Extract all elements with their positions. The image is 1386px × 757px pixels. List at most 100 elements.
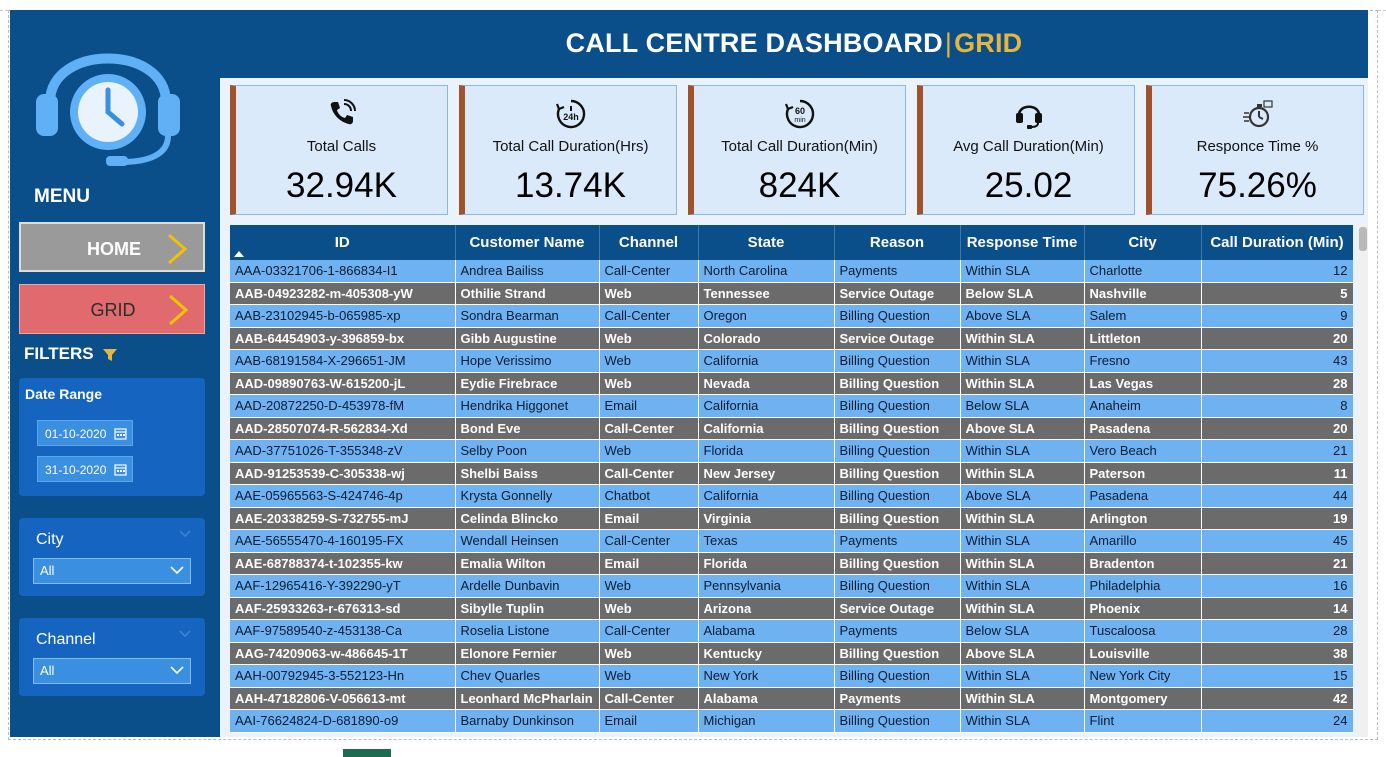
table-row[interactable]: AAD-91253539-C-305338-wj Shelbi Baiss Call… <box>230 462 1353 485</box>
table-row[interactable]: AAB-23102945-b-065985-xp Sondra Bearman Ca… <box>230 304 1353 328</box>
table-cell: Fresno <box>1084 349 1202 373</box>
table-row[interactable]: AAB-68191584-X-296651-JM Hope Verissimo We… <box>230 349 1353 373</box>
table-row[interactable]: AAF-25933263-r-676313-sd Sibylle Tuplin We… <box>230 597 1353 620</box>
table-scrollbar[interactable] <box>1358 225 1368 737</box>
table-cell: Kentucky <box>698 642 835 665</box>
table-header-row: ID Customer Name Channel State Reason Re… <box>230 225 1353 260</box>
table-cell: Nevada <box>698 372 835 395</box>
table-cell: Selby Poon <box>455 439 600 463</box>
calendar-icon[interactable] <box>114 427 127 440</box>
filters-heading: FILTERS <box>24 344 118 364</box>
table-row[interactable]: AAB-64454903-y-396859-bx Gibb Augustine We… <box>230 327 1353 350</box>
table-cell: Billing Question <box>834 664 961 688</box>
end-date-value: 31-10-2020 <box>45 463 107 477</box>
column-header-response-time[interactable]: Response Time <box>960 225 1085 260</box>
table-cell: 21 <box>1201 439 1353 463</box>
table-cell: Call-Center <box>599 529 699 553</box>
table-row[interactable]: AAH-47182806-V-056613-mt Leonhard McPharl… <box>230 687 1353 710</box>
end-date-input[interactable]: 31-10-2020 <box>37 456 133 482</box>
table-row[interactable]: AAA-03321706-1-866834-I1 Andrea Bailiss Ca… <box>230 260 1353 283</box>
table-row[interactable]: AAH-00792945-3-552123-Hn Chev Quarles Web N… <box>230 664 1353 688</box>
column-header-city[interactable]: City <box>1084 225 1202 260</box>
table-cell: Bond Eve <box>455 417 600 440</box>
table-cell: Gibb Augustine <box>455 327 600 350</box>
grid-nav-button[interactable]: GRID <box>19 284 205 334</box>
start-date-input[interactable]: 01-10-2020 <box>37 420 133 446</box>
page-tab-indicator[interactable] <box>343 749 391 757</box>
column-header-label: Channel <box>618 234 679 251</box>
table-cell: Billing Question <box>834 349 961 373</box>
table-cell: Elonore Fernier <box>455 642 600 665</box>
table-row[interactable]: AAE-05965563-S-424746-4p Krysta Gonnelly C… <box>230 484 1353 508</box>
headset-icon <box>1015 105 1042 129</box>
table-cell: Las Vegas <box>1084 372 1202 395</box>
table-cell: Paterson <box>1084 462 1202 485</box>
table-cell: Alabama <box>698 687 835 710</box>
table-cell: 8 <box>1201 394 1353 418</box>
kpi-label: Responce Time % <box>1196 138 1319 155</box>
table-cell: New Jersey <box>698 462 835 485</box>
table-cell: Salem <box>1084 304 1202 328</box>
table-cell: Call-Center <box>599 304 699 328</box>
table-cell: AAD-28507074-R-562834-Xd <box>230 417 456 440</box>
table-cell: AAE-20338259-S-732755-mJ <box>230 507 456 530</box>
table-row[interactable]: AAG-74209063-w-486645-1T Elonore Fernier W… <box>230 642 1353 665</box>
table-cell: Celinda Blincko <box>455 507 600 530</box>
table-cell: AAE-68788374-t-102355-kw <box>230 552 456 575</box>
table-cell: Payments <box>834 529 961 553</box>
column-header-reason[interactable]: Reason <box>834 225 961 260</box>
city-dropdown[interactable]: All <box>33 558 191 584</box>
table-cell: Web <box>599 642 699 665</box>
table-row[interactable]: AAE-68788374-t-102355-kw Emalia Wilton Ema… <box>230 552 1353 575</box>
table-cell: Call-Center <box>599 619 699 643</box>
home-nav-button[interactable]: HOME <box>19 222 205 272</box>
scrollbar-thumb[interactable] <box>1359 227 1367 251</box>
svg-text:24h: 24h <box>563 112 579 122</box>
stopwatch-icon <box>1242 100 1273 128</box>
table-row[interactable]: AAD-20872250-D-453978-fM Hendrika Higgone… <box>230 394 1353 418</box>
table-row[interactable]: AAB-04923282-m-405308-yW Othilie Strand We… <box>230 282 1353 305</box>
table-row[interactable]: AAE-56555470-4-160195-FX Wendall Heinsen C… <box>230 529 1353 553</box>
start-date-value: 01-10-2020 <box>45 427 107 441</box>
table-cell: California <box>698 394 835 418</box>
column-header-channel[interactable]: Channel <box>599 225 699 260</box>
table-row[interactable]: AAF-97589540-z-453138-Ca Roselia Listone C… <box>230 619 1353 643</box>
table-cell: Within SLA <box>960 597 1085 620</box>
table-cell: Billing Question <box>834 439 961 463</box>
table-cell: Within SLA <box>960 709 1085 733</box>
table-cell: Ardelle Dunbavin <box>455 574 600 598</box>
table-cell: 45 <box>1201 529 1353 553</box>
calendar-icon[interactable] <box>114 463 127 476</box>
table-cell: AAF-25933263-r-676313-sd <box>230 597 456 620</box>
column-header-call-duration[interactable]: Call Duration (Min) <box>1201 225 1353 260</box>
table-cell: 11 <box>1201 462 1353 485</box>
table-cell: Within SLA <box>960 529 1085 553</box>
calls-grid: ID Customer Name Channel State Reason Re… <box>230 225 1353 733</box>
channel-dropdown[interactable]: All <box>33 658 191 684</box>
grid-nav-label: GRID <box>90 300 136 320</box>
table-cell: California <box>698 417 835 440</box>
column-header-label: Call Duration (Min) <box>1210 234 1344 251</box>
table-cell: AAB-68191584-X-296651-JM <box>230 349 456 373</box>
column-header-state[interactable]: State <box>698 225 835 260</box>
table-row[interactable]: AAI-76624824-D-681890-o9 Barnaby Dunkinso… <box>230 709 1353 733</box>
column-header-customer-name[interactable]: Customer Name <box>455 225 600 260</box>
table-cell: Hope Verissimo <box>455 349 600 373</box>
table-cell: Chatbot <box>599 484 699 508</box>
table-cell: Billing Question <box>834 304 961 328</box>
sort-ascending-icon <box>234 251 244 257</box>
table-cell: Above SLA <box>960 417 1085 440</box>
kpi-label: Total Call Duration(Min) <box>721 138 878 155</box>
table-row[interactable]: AAD-28507074-R-562834-Xd Bond Eve Call-Cen… <box>230 417 1353 440</box>
table-cell: Within SLA <box>960 687 1085 710</box>
table-row[interactable]: AAF-12965416-Y-392290-yT Ardelle Dunbavin… <box>230 574 1353 598</box>
table-cell: 20 <box>1201 327 1353 350</box>
table-row[interactable]: AAD-09890763-W-615200-jL Eydie Firebrace W… <box>230 372 1353 395</box>
dashboard-title: CALL CENTRE DASHBOARD|GRID <box>220 28 1368 59</box>
table-row[interactable]: AAE-20338259-S-732755-mJ Celinda Blincko E… <box>230 507 1353 530</box>
chevron-down-icon[interactable] <box>179 530 191 538</box>
chevron-down-icon[interactable] <box>179 630 191 638</box>
table-row[interactable]: AAD-37751026-T-355348-zV Selby Poon Web Flo… <box>230 439 1353 463</box>
column-header-id[interactable]: ID <box>230 225 456 260</box>
table-cell: 16 <box>1201 574 1353 598</box>
